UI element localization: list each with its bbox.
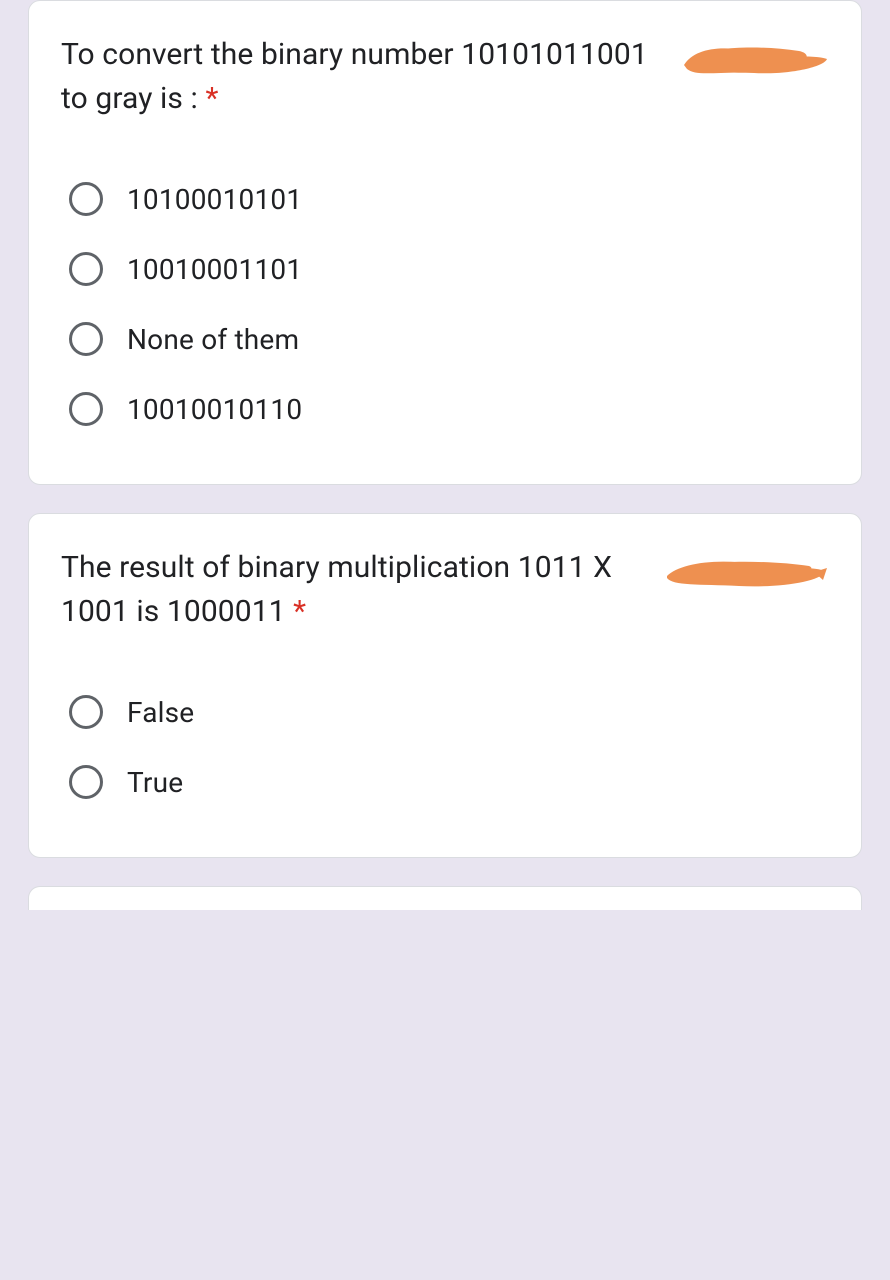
radio-option[interactable]: 10100010101 <box>61 164 829 234</box>
radio-icon <box>69 252 103 286</box>
radio-option[interactable]: None of them <box>61 304 829 374</box>
question-text-content: To convert the binary number 10101011001… <box>61 37 648 116</box>
next-card-stub <box>28 886 862 910</box>
question-card: The result of binary multiplication 1011… <box>28 513 862 858</box>
radio-option[interactable]: False <box>61 677 829 747</box>
question-text: To convert the binary number 10101011001… <box>61 33 663 120</box>
annotation-scribble-icon <box>659 550 829 600</box>
option-label: None of them <box>127 323 299 356</box>
radio-icon <box>69 695 103 729</box>
required-asterisk: * <box>205 81 218 116</box>
radio-icon <box>69 392 103 426</box>
option-label: 10010001101 <box>127 253 302 286</box>
question-header: The result of binary multiplication 1011… <box>61 546 829 633</box>
radio-option[interactable]: True <box>61 747 829 817</box>
question-card: To convert the binary number 10101011001… <box>28 0 862 485</box>
radio-option[interactable]: 10010010110 <box>61 374 829 444</box>
question-header: To convert the binary number 10101011001… <box>61 33 829 120</box>
radio-icon <box>69 182 103 216</box>
required-asterisk: * <box>293 594 306 629</box>
options-group: 10100010101 10010001101 None of them 100… <box>61 164 829 444</box>
annotation-scribble-icon <box>679 37 829 87</box>
radio-icon <box>69 322 103 356</box>
radio-icon <box>69 765 103 799</box>
option-label: 10100010101 <box>127 183 302 216</box>
question-text: The result of binary multiplication 1011… <box>61 546 643 633</box>
option-label: True <box>127 766 183 799</box>
question-text-content: The result of binary multiplication 1011… <box>61 550 612 629</box>
option-label: 10010010110 <box>127 393 302 426</box>
radio-option[interactable]: 10010001101 <box>61 234 829 304</box>
options-group: False True <box>61 677 829 817</box>
option-label: False <box>127 696 194 729</box>
